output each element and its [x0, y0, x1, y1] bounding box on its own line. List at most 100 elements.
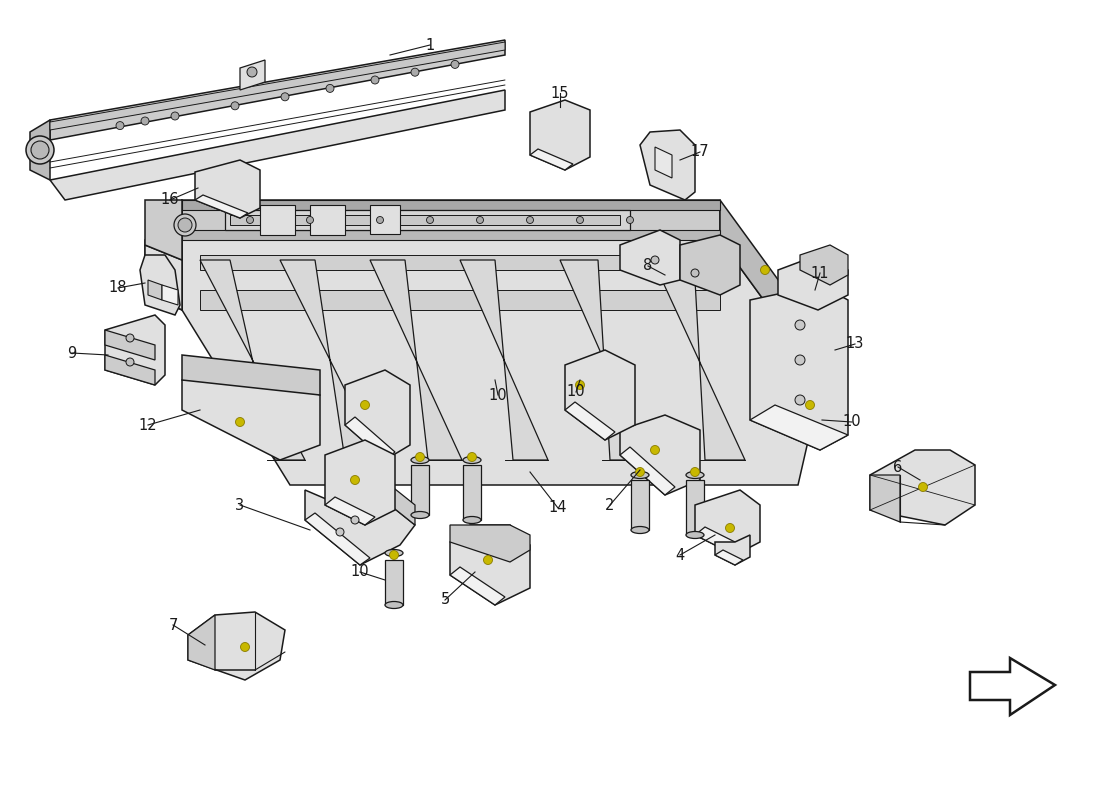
Text: 10: 10	[566, 385, 585, 399]
Polygon shape	[200, 290, 720, 310]
Text: 4: 4	[675, 547, 684, 562]
Polygon shape	[686, 480, 704, 535]
Polygon shape	[50, 40, 505, 140]
Polygon shape	[460, 260, 548, 460]
Polygon shape	[182, 380, 320, 460]
Text: 2: 2	[605, 498, 615, 513]
Polygon shape	[450, 525, 530, 605]
Text: 12: 12	[139, 418, 157, 433]
Text: 8: 8	[644, 258, 652, 274]
Polygon shape	[145, 200, 182, 260]
Polygon shape	[188, 612, 285, 680]
Circle shape	[795, 355, 805, 365]
Polygon shape	[750, 285, 848, 450]
Polygon shape	[345, 370, 410, 460]
Polygon shape	[631, 480, 649, 530]
Polygon shape	[195, 195, 248, 218]
Ellipse shape	[686, 531, 704, 538]
Ellipse shape	[385, 550, 403, 557]
Text: 18: 18	[109, 281, 128, 295]
Text: 9: 9	[67, 346, 77, 361]
Text: 11: 11	[811, 266, 829, 281]
Polygon shape	[260, 205, 295, 235]
Polygon shape	[870, 450, 975, 525]
Polygon shape	[145, 245, 182, 310]
Text: 10: 10	[351, 565, 370, 579]
Circle shape	[411, 68, 419, 76]
Circle shape	[484, 555, 493, 565]
Polygon shape	[345, 417, 395, 460]
Circle shape	[126, 334, 134, 342]
Circle shape	[760, 266, 770, 274]
Polygon shape	[370, 205, 400, 234]
Polygon shape	[324, 440, 395, 525]
Polygon shape	[695, 527, 745, 555]
Polygon shape	[148, 280, 162, 300]
Polygon shape	[140, 255, 180, 315]
Circle shape	[351, 475, 360, 485]
Polygon shape	[778, 255, 848, 310]
Polygon shape	[450, 567, 505, 605]
Ellipse shape	[686, 471, 704, 478]
Polygon shape	[715, 550, 742, 565]
Circle shape	[527, 217, 534, 223]
Polygon shape	[680, 235, 740, 295]
Polygon shape	[305, 490, 415, 565]
Polygon shape	[188, 615, 214, 670]
Polygon shape	[530, 149, 573, 170]
Circle shape	[26, 136, 54, 164]
Polygon shape	[620, 415, 700, 495]
Polygon shape	[970, 658, 1055, 715]
Text: 13: 13	[846, 337, 865, 351]
Text: 3: 3	[235, 498, 244, 513]
Text: 5: 5	[440, 593, 450, 607]
Polygon shape	[182, 200, 720, 210]
Text: 17: 17	[691, 145, 710, 159]
Polygon shape	[50, 42, 505, 130]
Polygon shape	[560, 260, 648, 460]
Circle shape	[336, 528, 344, 536]
Polygon shape	[195, 160, 260, 218]
Circle shape	[241, 642, 250, 651]
Polygon shape	[182, 230, 720, 240]
Circle shape	[650, 446, 660, 454]
Text: 6: 6	[893, 459, 903, 474]
Circle shape	[795, 320, 805, 330]
Circle shape	[468, 453, 476, 462]
Polygon shape	[654, 147, 672, 178]
Text: 14: 14	[549, 501, 568, 515]
Polygon shape	[240, 60, 265, 90]
Polygon shape	[463, 465, 481, 520]
Circle shape	[31, 141, 50, 159]
Circle shape	[627, 217, 634, 223]
Polygon shape	[162, 285, 178, 305]
Circle shape	[636, 467, 645, 477]
Circle shape	[575, 381, 584, 390]
Circle shape	[795, 395, 805, 405]
Polygon shape	[104, 330, 155, 360]
Circle shape	[416, 453, 425, 462]
Text: 10: 10	[488, 387, 507, 402]
Polygon shape	[695, 490, 760, 555]
Polygon shape	[640, 130, 695, 200]
Circle shape	[174, 214, 196, 236]
Circle shape	[691, 269, 698, 277]
Circle shape	[805, 401, 814, 410]
Polygon shape	[750, 405, 848, 450]
Ellipse shape	[631, 471, 649, 478]
Ellipse shape	[411, 457, 429, 463]
Circle shape	[235, 418, 244, 426]
Circle shape	[178, 218, 192, 232]
Polygon shape	[720, 200, 822, 380]
Circle shape	[351, 516, 359, 524]
Polygon shape	[530, 100, 590, 170]
Text: 1: 1	[426, 38, 434, 53]
Circle shape	[376, 217, 384, 223]
Ellipse shape	[631, 526, 649, 534]
Text: 10: 10	[843, 414, 861, 430]
Polygon shape	[305, 513, 370, 565]
Polygon shape	[226, 210, 630, 230]
Circle shape	[170, 112, 179, 120]
Circle shape	[918, 482, 927, 491]
Circle shape	[326, 84, 334, 93]
